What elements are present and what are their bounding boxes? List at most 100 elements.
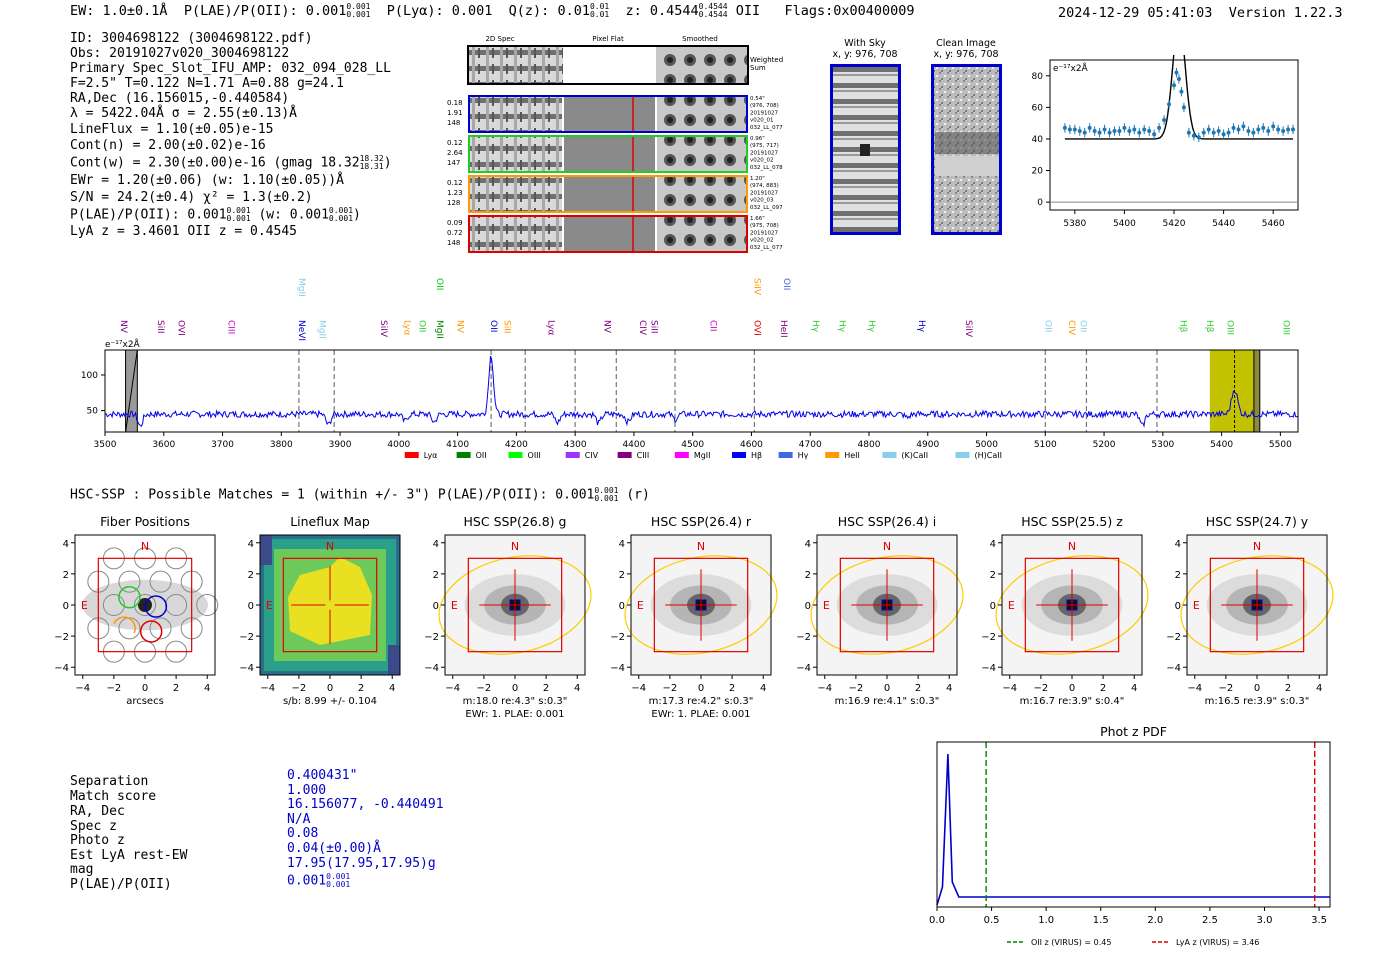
col-flat-label: Pixel Flat — [592, 35, 624, 43]
data-point — [1092, 129, 1097, 134]
cutout-smooth — [656, 215, 748, 253]
legend-swatch — [955, 452, 970, 458]
cutout-detail: 032_LL_078 — [750, 165, 783, 171]
data-point — [1181, 105, 1186, 110]
y-tick-label: −4 — [55, 663, 69, 674]
search-box — [282, 557, 378, 653]
flux-corner — [388, 645, 400, 675]
east-label: E — [823, 599, 830, 612]
cutout-smooth — [656, 135, 748, 173]
data-point — [1206, 127, 1211, 132]
x-tick-label: 4200 — [505, 440, 528, 450]
hsc-title: HSC-SSP : Possible Matches = 1 (within +… — [70, 486, 650, 503]
y-unit-label: e⁻¹⁷x2Å — [105, 338, 141, 350]
panel-title: HSC SSP(25.5) z — [1021, 514, 1123, 529]
y-tick-label: 2 — [990, 570, 996, 581]
x-tick-label: 4400 — [622, 440, 645, 450]
info-line: ID: 3004698122 (3004698122.pdf) — [70, 31, 313, 46]
match-value: 16.156077, -0.440491 — [287, 797, 444, 812]
line-label: MgII — [434, 320, 444, 339]
y-tick-label: 4 — [433, 539, 439, 550]
north-label: N — [1068, 540, 1076, 553]
y-tick-label: −2 — [1167, 632, 1181, 643]
panel-xlabel: s/b: 8.99 +/- 0.104 — [283, 696, 377, 707]
line-label: NeVI — [296, 320, 306, 341]
north-label: N — [697, 540, 705, 553]
with-sky-title: With Sky — [844, 38, 886, 49]
line-label: SiII — [155, 320, 165, 334]
x-tick-label: 0 — [1069, 683, 1075, 694]
x-tick-label: 5440 — [1212, 219, 1235, 229]
cutout-row-frame — [468, 135, 748, 173]
with-sky-image — [830, 64, 901, 235]
legend-swatch — [617, 452, 632, 458]
x-tick-label: 4 — [1316, 683, 1322, 694]
line-label: Lyα — [402, 320, 412, 336]
cutout-detail: (976, 708) — [750, 103, 779, 109]
fit-curve — [1064, 55, 1293, 140]
legend-label: OII z (VIRUS) = 0.45 — [1031, 938, 1111, 947]
x-tick-label: −2 — [477, 683, 492, 694]
y-tick-label: 60 — [1032, 103, 1044, 113]
legend-label: Lyα — [424, 451, 438, 460]
data-point — [1236, 127, 1241, 132]
x-tick-label: 1.0 — [1038, 915, 1054, 926]
info-line: S/N = 24.2(±0.4) χ² = 1.3(±0.2) — [70, 190, 313, 205]
x-tick-label: 2 — [358, 683, 364, 694]
x-tick-label: 4600 — [740, 440, 763, 450]
x-tick-label: −4 — [260, 683, 275, 694]
line-label: HeII — [778, 320, 788, 338]
line-label: CII — [707, 320, 717, 332]
legend-swatch — [778, 452, 793, 458]
line-label: OVI — [751, 320, 761, 336]
x-tick-label: 0.5 — [984, 915, 1000, 926]
y-tick-label: 50 — [87, 407, 99, 417]
info-line: Cont(n) = 2.00(±0.02)e-16 — [70, 138, 266, 153]
full-spectrum-chart: e⁻¹⁷x2Å 50 100 3500 3600 3700 3800 3900 4000 4100… — [81, 278, 1299, 460]
col-2d-label: 2D Spec — [485, 35, 514, 43]
match-label: Spec z — [70, 819, 117, 834]
data-point — [1102, 127, 1107, 132]
data-point — [1162, 118, 1167, 122]
line-label: Hγ — [916, 320, 926, 333]
legend-swatch — [732, 452, 747, 458]
data-point — [1132, 127, 1137, 132]
y-tick-label: 0 — [433, 601, 439, 612]
x-tick-label: 5100 — [1034, 440, 1057, 450]
match-label: Photo z — [70, 833, 125, 848]
legend-label: MgII — [694, 451, 711, 460]
line-label: SiIV — [751, 278, 761, 296]
header-summary: EW: 1.0±0.1Å P(LAE)/P(OII): 0.001 0.001 0.… — [70, 2, 915, 20]
weighted-label: Weighted — [750, 56, 783, 64]
data-point — [1097, 130, 1102, 135]
east-label: E — [81, 599, 88, 612]
cutout-detail: 032_LL_077 — [750, 125, 783, 131]
panel-fiber: Fiber Positions N E 4 2 0 −2 −4 −4 −2 0 2 4 arcsecs — [54, 513, 235, 737]
data-point — [1172, 83, 1176, 88]
y-tick-label: −2 — [982, 632, 996, 643]
line-label: OIII — [1224, 320, 1234, 335]
fiber-blue — [144, 595, 168, 618]
y-tick-label: 2 — [433, 570, 439, 581]
info-line: RA,Dec (16.156015,-0.440584) — [70, 91, 290, 106]
data-point — [1062, 125, 1067, 130]
y-tick-label: 4 — [805, 539, 811, 550]
legend-label: Hγ — [798, 451, 809, 460]
panel-svg: HSC SSP(24.7) y N E 4 2 0 −2 −4 −4 −2 0 2 4 m:16.5 re… — [1166, 514, 1334, 707]
x-tick-label: 3.0 — [1257, 915, 1273, 926]
x-tick-label: −4 — [75, 683, 90, 694]
info-line: Obs: 20191027v020_3004698122 — [70, 46, 290, 61]
north-label: N — [326, 540, 334, 553]
x-tick-label: 5420 — [1163, 219, 1186, 229]
x-tick-label: 5460 — [1262, 219, 1285, 229]
cutout-detail: 0.96" — [750, 136, 765, 142]
line-label: Hγ — [866, 320, 876, 333]
hsc-title-suffix: (r) — [626, 487, 650, 503]
panel-title: HSC SSP(24.7) y — [1206, 514, 1309, 529]
y-tick-label: 100 — [81, 371, 98, 381]
match-label: Match score — [70, 789, 157, 804]
cutout-detail: 20191027 — [750, 150, 778, 156]
info-line: Cont(w) = 2.30(±0.00)e-16 (gmag 18.32 18.… — [70, 154, 392, 171]
legend-swatch — [825, 452, 840, 458]
